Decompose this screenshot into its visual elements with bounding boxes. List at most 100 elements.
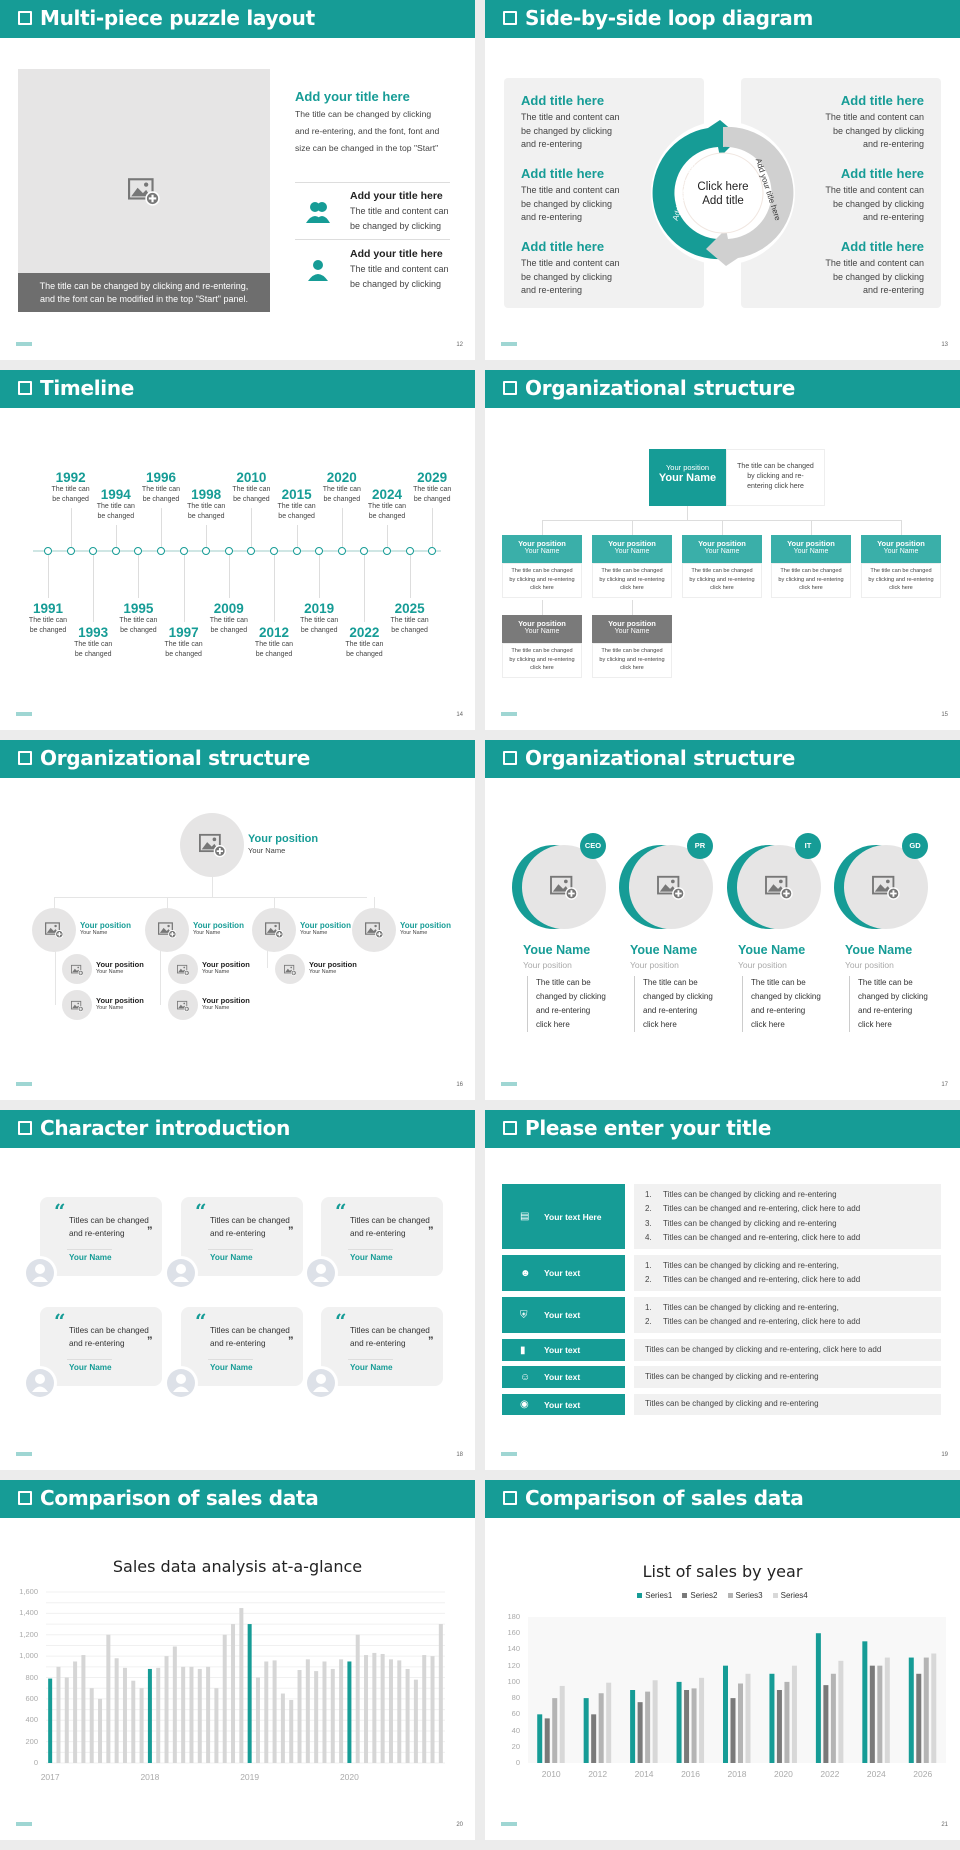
timeline-event: 2015 The title can be changed (272, 487, 322, 522)
author-name: Your Name (350, 1363, 393, 1372)
row-label-box[interactable]: ☻ Your text (502, 1255, 625, 1291)
desc-line: by clicking and re-entering (868, 576, 934, 583)
timeline-dot[interactable] (66, 547, 75, 555)
photo-placeholder[interactable] (737, 845, 821, 929)
slide-2[interactable]: Side-by-side loop diagram 13 Add title her… (485, 0, 960, 360)
photo-placeholder[interactable] (844, 845, 928, 929)
connector (274, 897, 275, 909)
image-placeholder[interactable] (18, 69, 270, 312)
timeline-event: 2012 The title can be changed (249, 625, 299, 660)
photo-placeholder[interactable] (168, 954, 198, 984)
timeline-dot[interactable] (405, 547, 414, 555)
bar-2012-Series2 (591, 1714, 597, 1763)
slide-1[interactable]: Multi-piece puzzle layout 12 The title can… (0, 0, 475, 360)
org-node[interactable]: Your position Your Name (861, 535, 941, 563)
quote-card[interactable]: “Titles can be changed and re-entering ” Yo… (321, 1307, 443, 1386)
timeline-dot[interactable] (247, 547, 256, 555)
org-node[interactable]: Your position Your Name (502, 535, 582, 563)
quote-card[interactable]: “Titles can be changed and re-entering ” Yo… (40, 1307, 162, 1386)
photo-placeholder[interactable] (522, 845, 606, 929)
timeline-dot[interactable] (292, 547, 301, 555)
bar-2024-Series4 (884, 1657, 890, 1763)
timeline-dot[interactable] (157, 547, 165, 555)
row-label-box[interactable]: ▤ Your text Here (502, 1184, 625, 1249)
slide-3[interactable]: Timeline 14 1991 The title can be changed 199… (0, 370, 475, 730)
close-quote-icon: ” (147, 1335, 153, 1347)
block-text: The title and content can (521, 185, 620, 195)
photo-placeholder[interactable] (180, 813, 244, 877)
photo-placeholder[interactable] (62, 990, 92, 1020)
row-label-box[interactable]: ▮ Your text (502, 1339, 625, 1361)
slide-5[interactable]: Organizational structure 16 Your position Y… (0, 740, 475, 1100)
timeline-dot[interactable] (224, 547, 233, 555)
photo-placeholder[interactable] (252, 908, 296, 952)
timeline-dot[interactable] (202, 547, 211, 555)
row-label-box[interactable]: ◉ Your text (502, 1394, 625, 1415)
row-label: Your text (544, 1399, 581, 1410)
timeline-dot[interactable] (111, 547, 120, 555)
slide-4[interactable]: Organizational structure 15 Your position Y… (485, 370, 960, 730)
slide-header: Comparison of sales data (0, 1480, 475, 1518)
x-tick-label: 2017 (40, 1772, 60, 1782)
photo-placeholder[interactable] (145, 908, 189, 952)
timeline-dot[interactable] (315, 547, 324, 555)
timeline-dot[interactable] (270, 547, 278, 555)
org-node[interactable]: Your position Your Name (592, 535, 672, 563)
node-name: Your Name (202, 969, 230, 975)
org-node[interactable]: Your position Your Name (502, 615, 582, 643)
legend-item[interactable]: Series4 (772, 1591, 808, 1600)
logo (501, 1452, 517, 1456)
block-title: Add title here (840, 166, 924, 181)
node-description: The title can be changed by clicking and … (771, 563, 851, 598)
photo-placeholder[interactable] (62, 954, 92, 984)
photo-placeholder[interactable] (629, 845, 713, 929)
event-text: The title can (187, 503, 226, 510)
photo-placeholder[interactable] (168, 990, 198, 1020)
timeline-dot[interactable] (179, 547, 188, 555)
row-label-box[interactable]: ☺ Your text (502, 1366, 625, 1388)
timeline-dot[interactable] (360, 547, 369, 555)
slide-header: Timeline (0, 370, 475, 408)
photo-placeholder[interactable] (32, 908, 76, 952)
org-node[interactable]: Your position Your Name (682, 535, 762, 563)
plot-area (528, 1617, 946, 1763)
role-badge: IT (795, 833, 821, 859)
org-node[interactable]: Your position Your Name (771, 535, 851, 563)
legend-item[interactable]: Series1 (637, 1591, 672, 1600)
event-text: be changed (120, 627, 157, 634)
timeline-dot[interactable] (134, 547, 143, 555)
quote-card[interactable]: “Titles can be changed and re-entering ” Yo… (40, 1197, 162, 1276)
timeline-dot[interactable] (428, 547, 437, 555)
photo-placeholder[interactable] (352, 908, 396, 952)
legend-item[interactable]: Series2 (682, 1591, 718, 1600)
slide-9[interactable]: Comparison of sales data 20 Sales data ana… (0, 1480, 475, 1840)
slide-7[interactable]: Character introduction 18 “Titles can be c… (0, 1110, 475, 1470)
connector (341, 508, 343, 547)
timeline-dot[interactable] (383, 547, 391, 555)
timeline-dot[interactable] (89, 547, 98, 555)
list-number: 2. (645, 1204, 652, 1213)
person-description: The title can be changed by clicking and r… (527, 976, 606, 1032)
row-label-box[interactable]: ⛨ Your text (502, 1297, 625, 1333)
slide-6[interactable]: Organizational structure 17 CEO Youe Name Yo… (485, 740, 960, 1100)
org-node[interactable]: Your position Your Name (592, 615, 672, 643)
photo-placeholder[interactable] (275, 954, 305, 984)
legend-label: Series4 (780, 1591, 808, 1600)
x-tick-label: 2014 (634, 1769, 654, 1779)
node-position: Your position (309, 960, 357, 969)
divider (67, 1359, 112, 1360)
quote-card[interactable]: “Titles can be changed and re-entering ” Yo… (181, 1197, 303, 1276)
timeline-dot[interactable] (44, 547, 52, 555)
legend-item[interactable]: Series3 (727, 1591, 763, 1600)
row-line: 2. Titles can be changed and re-entering,… (645, 1273, 941, 1288)
slide-8[interactable]: Please enter your title 19 ▤ Your text Here… (485, 1110, 960, 1470)
connector (115, 525, 117, 547)
top-node[interactable]: Your position Your Name (649, 449, 726, 506)
center-label[interactable]: Click here Add title (678, 180, 768, 208)
x-tick-label: 2026 (913, 1769, 933, 1779)
quote-card[interactable]: “Titles can be changed and re-entering ” Yo… (181, 1307, 303, 1386)
slide-10[interactable]: Comparison of sales data 21 List of sales … (485, 1480, 960, 1840)
quote-card[interactable]: “Titles can be changed and re-entering ” Yo… (321, 1197, 443, 1276)
timeline-dot[interactable] (337, 547, 346, 555)
timeline-event: 1997 The title can be changed (159, 625, 209, 660)
